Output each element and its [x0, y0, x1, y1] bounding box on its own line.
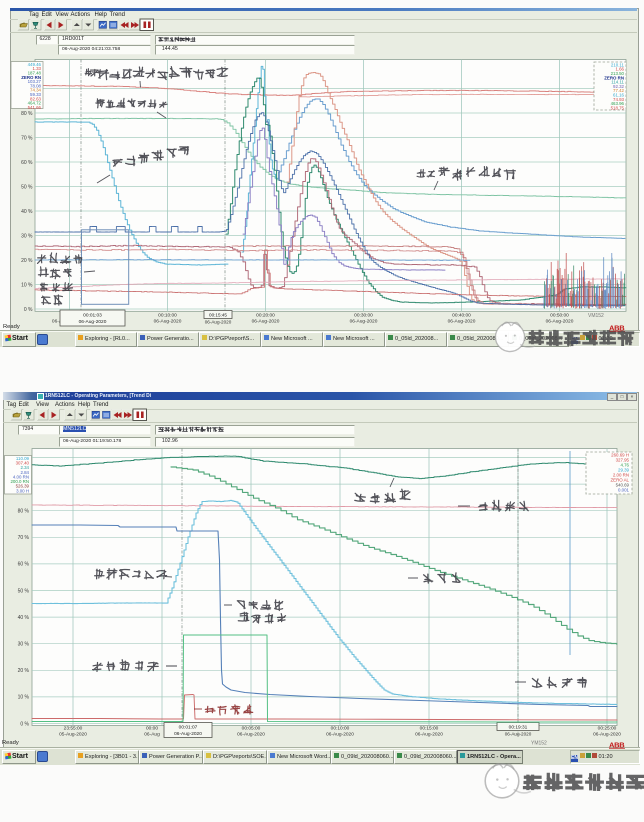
svg-text:213.50: 213.50: [611, 71, 625, 76]
svg-text:540.69: 540.69: [616, 483, 630, 488]
svg-text:110.09: 110.09: [16, 456, 30, 461]
svg-text:ABB: ABB: [609, 741, 625, 750]
svg-text:210.11: 210.11: [611, 62, 625, 67]
svg-text:23:55:00: 23:55:00: [64, 726, 83, 732]
svg-text:114.11: 114.11: [611, 80, 624, 85]
svg-text:ZERO AL: ZERO AL: [610, 478, 629, 483]
svg-text:10 %: 10 %: [21, 282, 33, 288]
svg-text:1.33: 1.33: [32, 66, 41, 71]
svg-text:00:00: 00:00: [146, 726, 158, 732]
svg-text:4.00 RN: 4.00 RN: [13, 474, 29, 479]
svg-text:0 %: 0 %: [20, 721, 29, 727]
svg-text:00:01:03: 00:01:03: [83, 313, 102, 319]
svg-text:00:10:00: 00:10:00: [158, 313, 177, 319]
svg-text:06-Aug-2020: 06-Aug-2020: [174, 731, 202, 737]
svg-text:40 %: 40 %: [21, 209, 33, 215]
svg-text:463.96: 463.96: [611, 101, 625, 106]
svg-text:526.39: 526.39: [16, 484, 30, 489]
svg-text:30 %: 30 %: [21, 233, 33, 239]
svg-text:50 %: 50 %: [21, 184, 33, 190]
svg-text:06-Aug-2020: 06-Aug-2020: [205, 320, 232, 325]
svg-text:29.39: 29.39: [618, 468, 630, 473]
svg-text:00:01:07: 00:01:07: [179, 725, 198, 731]
svg-text:541.66: 541.66: [28, 105, 42, 110]
svg-text:78.08: 78.08: [30, 83, 42, 88]
svg-text:00:15:45: 00:15:45: [209, 313, 227, 318]
svg-text:59.33: 59.33: [30, 92, 42, 97]
svg-text:74.34: 74.34: [30, 88, 42, 93]
svg-text:60 %: 60 %: [21, 160, 33, 166]
svg-text:05-Aug-2020: 05-Aug-2020: [59, 732, 87, 738]
svg-text:103.27: 103.27: [28, 79, 42, 84]
svg-text:YM152: YM152: [531, 741, 547, 747]
svg-text:00:20:00: 00:20:00: [256, 313, 275, 319]
svg-text:4.76: 4.76: [620, 463, 629, 468]
svg-text:70 %: 70 %: [18, 535, 30, 541]
svg-text:10 %: 10 %: [18, 695, 30, 701]
svg-text:06-Aug-2020: 06-Aug-2020: [79, 319, 107, 325]
svg-text:06-Aug-2020: 06-Aug-2020: [326, 732, 354, 738]
svg-text:20 %: 20 %: [21, 258, 33, 264]
svg-text:70 %: 70 %: [21, 135, 33, 141]
svg-text:80 %: 80 %: [21, 111, 33, 117]
svg-text:0.001: 0.001: [618, 488, 630, 493]
svg-text:ABB: ABB: [609, 324, 625, 333]
svg-text:40 %: 40 %: [18, 615, 30, 621]
svg-text:06-Aug-2020: 06-Aug-2020: [252, 319, 280, 325]
svg-text:06-Aug-2020: 06-Aug-2020: [593, 732, 621, 738]
svg-text:20 %: 20 %: [18, 668, 30, 674]
svg-text:60 %: 60 %: [18, 562, 30, 568]
svg-text:92.32: 92.32: [613, 84, 625, 89]
svg-text:00:40:00: 00:40:00: [452, 313, 471, 319]
svg-text:00:19:31: 00:19:31: [509, 725, 528, 731]
svg-text:518.75: 518.75: [611, 106, 625, 111]
svg-text:2.34: 2.34: [20, 465, 29, 470]
svg-text:307.40: 307.40: [16, 460, 30, 465]
svg-text:00:05:00: 00:05:00: [242, 726, 261, 732]
svg-text:61.16: 61.16: [613, 93, 625, 98]
svg-text:260.69 H: 260.69 H: [611, 453, 629, 458]
svg-text:ZERO RN: ZERO RN: [604, 75, 624, 80]
svg-text:3.00 H: 3.00 H: [16, 488, 29, 493]
svg-text:30 %: 30 %: [18, 642, 30, 648]
svg-text:06-Aug-2020: 06-Aug-2020: [448, 319, 476, 325]
svg-text:2.00 RN: 2.00 RN: [613, 473, 629, 478]
svg-text:464.72: 464.72: [28, 101, 42, 106]
svg-text:1.66: 1.66: [615, 67, 624, 72]
svg-text:00:50:00: 00:50:00: [550, 313, 569, 319]
svg-text:74.93: 74.93: [613, 97, 625, 102]
svg-text:82.63: 82.63: [30, 96, 42, 101]
svg-text:77.42: 77.42: [613, 88, 625, 93]
svg-text:00:25:00: 00:25:00: [598, 726, 617, 732]
svg-text:06-Aug-2020: 06-Aug-2020: [350, 319, 378, 325]
svg-text:06-Aug-2020: 06-Aug-2020: [154, 319, 182, 325]
svg-text:06-Aug-2020: 06-Aug-2020: [546, 319, 574, 325]
svg-text:449.46: 449.46: [28, 62, 42, 67]
svg-text:50 %: 50 %: [18, 588, 30, 594]
svg-text:VM152: VM152: [588, 313, 604, 319]
svg-text:00:15:00: 00:15:00: [420, 726, 439, 732]
svg-text:06-A: 06-A: [52, 319, 63, 325]
svg-text:2.84: 2.84: [20, 470, 29, 475]
svg-text:00:10:00: 00:10:00: [331, 726, 350, 732]
svg-text:200.0 RN: 200.0 RN: [10, 479, 29, 484]
svg-text:06-Aug-2020: 06-Aug-2020: [505, 732, 532, 737]
svg-text:06-Aug: 06-Aug: [144, 732, 160, 738]
svg-text:327.95: 327.95: [616, 458, 630, 463]
svg-text:06-Aug-2020: 06-Aug-2020: [237, 732, 265, 738]
svg-text:0 %: 0 %: [24, 307, 33, 313]
svg-text:80 %: 80 %: [18, 509, 30, 515]
svg-text:06-Aug-2020: 06-Aug-2020: [415, 732, 443, 738]
svg-text:187.48: 187.48: [28, 70, 42, 75]
svg-text:ZERO RN: ZERO RN: [21, 75, 41, 80]
svg-text:00:30:00: 00:30:00: [354, 313, 373, 319]
